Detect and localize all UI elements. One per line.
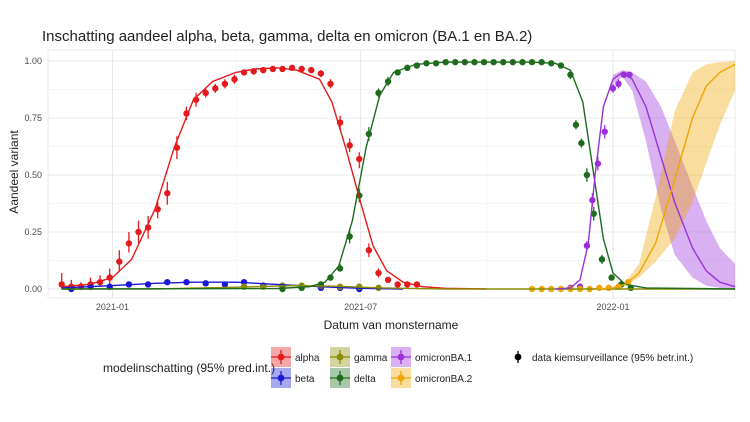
legend-label-gamma: gamma (354, 353, 388, 364)
data-point-delta (279, 285, 286, 293)
legend-label-omicronBA.2: omicronBA.2 (415, 374, 473, 385)
curve-delta (61, 61, 736, 290)
y-axis-ticks: 0.00 0.25 0.50 0.75 1.00 (24, 56, 42, 294)
data-point-alpha (269, 65, 277, 73)
legend-title: modelinschatting (95% pred.int.) (103, 361, 275, 375)
data-point-delta (327, 274, 334, 281)
data-point-alpha (231, 76, 238, 83)
data-point-alpha (394, 281, 401, 288)
data-point-beta (144, 281, 152, 288)
data-point-alpha (116, 258, 123, 265)
data-point-alpha (365, 247, 373, 254)
data-point-delta (578, 139, 585, 147)
data-point-alpha (346, 142, 353, 149)
data-point-alpha (135, 228, 142, 236)
data-point-alpha (375, 269, 382, 277)
data-point-alpha (356, 155, 363, 163)
data-point-beta (164, 278, 171, 286)
x-axis-title: Datum van monstername (324, 318, 459, 332)
legend-label-beta: beta (295, 374, 315, 385)
data-point-beta (202, 280, 209, 287)
curve-omicronBA.2 (596, 63, 736, 290)
data-point-alpha (221, 80, 229, 88)
legend-point-beta (277, 374, 285, 382)
legend-point-alpha (277, 353, 285, 361)
legend-point-gamma (336, 353, 344, 361)
data-point-alpha (202, 89, 209, 97)
band-omicronBA.2 (613, 61, 735, 289)
data-point-delta (583, 171, 591, 179)
legend-point-delta (336, 374, 344, 382)
data-point-alpha (125, 240, 133, 247)
legend-label-alpha: alpha (295, 353, 320, 364)
legend: modelinschatting (95% pred.int.) alpha bet… (103, 347, 693, 388)
data-point-alpha (308, 66, 315, 74)
curve-alpha (61, 67, 487, 290)
legend-label-omicronBA.1: omicronBA.1 (415, 353, 473, 364)
x-axis-ticks: 2021-01 2021-07 2022-01 (96, 302, 630, 312)
data-point-alpha (384, 276, 392, 284)
y-tick-label: 0.25 (24, 227, 42, 237)
data-point-alpha (317, 70, 325, 77)
legend-point-omicronBA.2 (397, 374, 405, 382)
data-point-alpha (164, 190, 171, 197)
data-point-alpha (298, 65, 305, 73)
y-tick-label: 1.00 (24, 56, 42, 66)
y-tick-label: 0.75 (24, 113, 42, 123)
data-point-delta (598, 256, 606, 263)
data-point-delta (590, 210, 597, 217)
data-point-alpha (327, 80, 334, 88)
data-point-omicronBA.1 (615, 80, 622, 88)
legend-label-delta: delta (354, 374, 376, 385)
curve-beta (61, 281, 404, 290)
data-point-omicronBA.1 (601, 128, 608, 135)
x-tick-label: 2021-07 (344, 302, 377, 312)
y-tick-label: 0.00 (24, 284, 42, 294)
x-tick-label: 2021-01 (96, 302, 129, 312)
data-point-delta (608, 274, 615, 281)
legend-point-omicronBA.1 (397, 353, 405, 361)
y-axis-title: Aandeel variant (7, 130, 21, 214)
y-tick-label: 0.50 (24, 170, 42, 180)
panel-background (47, 49, 736, 299)
data-point-delta (413, 62, 421, 69)
legend-label-data: data kiemsurveillance (95% betr.int.) (532, 353, 693, 364)
curve-omicronBA.1 (555, 71, 736, 290)
data-point-omicronBA.2 (596, 284, 603, 292)
data-point-alpha (212, 85, 219, 92)
legend-point-data (514, 353, 522, 361)
x-tick-label: 2022-01 (596, 302, 629, 312)
plot-panel (47, 49, 736, 299)
chart-title: Inschatting aandeel alpha, beta, gamma, … (42, 28, 532, 45)
data-point-delta (572, 121, 580, 129)
data-point-omicronBA.1 (609, 85, 617, 92)
